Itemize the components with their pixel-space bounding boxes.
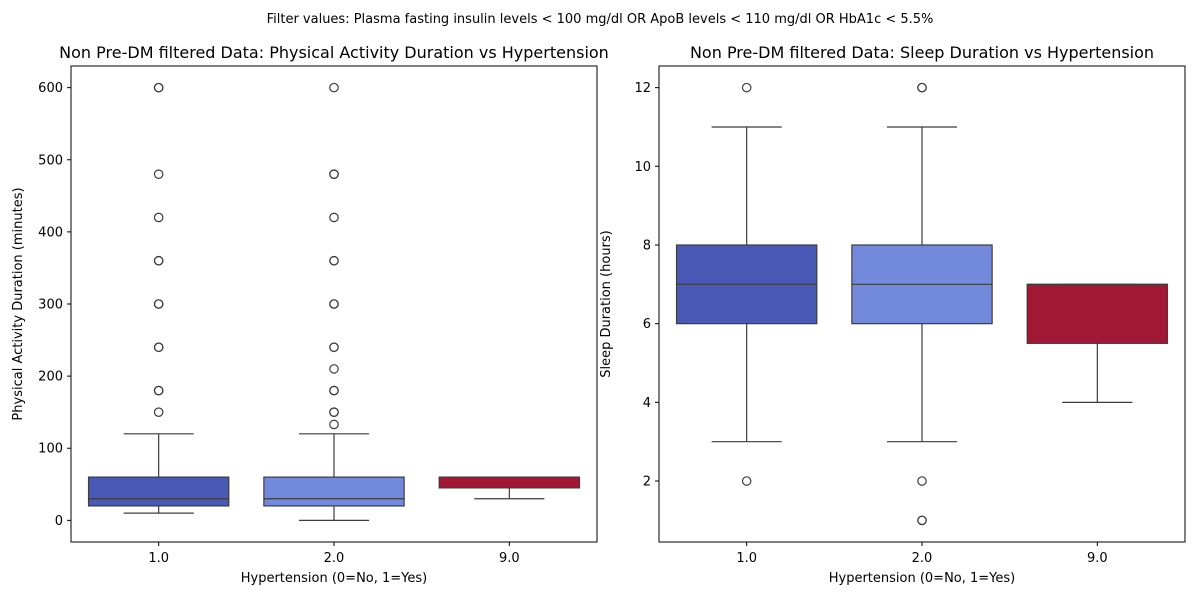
outlier-point <box>917 476 927 486</box>
outlier-point <box>329 385 339 396</box>
outlier-point <box>741 82 752 93</box>
x-tick-label: 1.0 <box>736 551 757 566</box>
y-axis-label: Physical Activity Duration (minutes) <box>11 187 26 420</box>
box-body <box>263 476 405 507</box>
box-1-0 <box>675 82 818 486</box>
y-tick-label: 10 <box>634 160 651 175</box>
outlier-point <box>329 419 339 430</box>
y-tick-label: 6 <box>643 317 651 332</box>
outlier-point <box>329 82 339 93</box>
y-tick-label: 600 <box>38 81 63 96</box>
y-tick-label: 200 <box>38 370 63 385</box>
x-tick-label: 9.0 <box>499 551 520 566</box>
x-axis-label: Hypertension (0=No, 1=Yes) <box>241 571 428 586</box>
box-2-0 <box>851 82 993 526</box>
x-tick-label: 2.0 <box>912 551 933 566</box>
outlier-point <box>329 255 339 266</box>
box-body <box>438 476 581 489</box>
box-2-0 <box>263 82 405 521</box>
outlier-point <box>329 212 339 223</box>
y-axis-label: Sleep Duration (hours) <box>599 230 614 378</box>
outlier-point <box>153 342 164 353</box>
outlier-point <box>153 212 164 223</box>
chart-sleep-duration: Non Pre-DM filtered Data: Sleep Duration… <box>599 43 1186 586</box>
outlier-point <box>917 515 927 526</box>
box-body <box>87 476 230 507</box>
box-9-0 <box>438 476 581 500</box>
box-body <box>1026 283 1169 344</box>
outlier-point <box>153 169 164 179</box>
x-tick-label: 1.0 <box>148 551 169 566</box>
outlier-point <box>153 255 164 266</box>
outlier-point <box>153 385 164 396</box>
chart-title: Non Pre-DM filtered Data: Sleep Duration… <box>690 43 1154 62</box>
outlier-point <box>329 169 339 179</box>
chart-physical-activity: Non Pre-DM filtered Data: Physical Activ… <box>11 43 609 586</box>
y-tick-label: 12 <box>634 81 651 96</box>
box-1-0 <box>87 82 230 514</box>
y-tick-label: 300 <box>38 298 63 313</box>
y-tick-label: 8 <box>643 238 651 253</box>
y-tick-label: 0 <box>55 514 63 529</box>
outlier-point <box>741 476 752 486</box>
outlier-point <box>917 82 927 93</box>
y-tick-label: 500 <box>38 153 63 168</box>
figure-suptitle: Filter values: Plasma fasting insulin le… <box>267 12 934 27</box>
x-axis-label: Hypertension (0=No, 1=Yes) <box>829 571 1016 586</box>
y-tick-label: 400 <box>38 225 63 240</box>
chart-title: Non Pre-DM filtered Data: Physical Activ… <box>59 43 609 62</box>
box-9-0 <box>1026 283 1169 403</box>
y-tick-label: 2 <box>643 475 651 490</box>
y-tick-label: 100 <box>38 442 63 457</box>
x-tick-label: 9.0 <box>1087 551 1108 566</box>
outlier-point <box>329 407 339 417</box>
x-tick-label: 2.0 <box>324 551 345 566</box>
outlier-point <box>153 407 164 417</box>
outlier-point <box>153 82 164 93</box>
outlier-point <box>329 299 339 309</box>
outlier-point <box>329 364 339 374</box>
outlier-point <box>329 342 339 353</box>
outlier-point <box>153 299 164 309</box>
y-tick-label: 4 <box>643 396 651 411</box>
